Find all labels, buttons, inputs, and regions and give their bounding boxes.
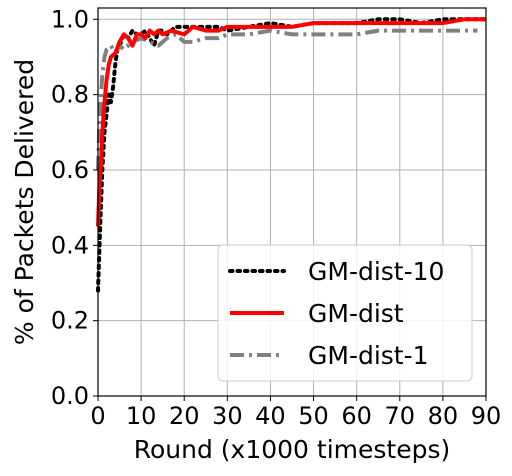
y-tick-label: 0.6 bbox=[51, 156, 89, 184]
legend: GM-dist-10 GM-dist GM-dist-1 bbox=[217, 244, 473, 382]
legend-label: GM-dist-1 bbox=[308, 341, 429, 370]
x-tick-label: 40 bbox=[255, 402, 286, 430]
x-tick-label: 20 bbox=[169, 402, 200, 430]
plot-frame bbox=[97, 7, 487, 397]
y-tick-label: 0.8 bbox=[51, 81, 89, 109]
ticks: 0 10 20 30 40 50 60 70 80 90 0.0 0.2 0.4 0.6 0.8 1.0 bbox=[51, 5, 501, 430]
y-tick-label: 1.0 bbox=[51, 5, 89, 33]
x-tick-label: 80 bbox=[428, 402, 459, 430]
legend-label: GM-dist-10 bbox=[308, 257, 444, 286]
x-tick-label: 90 bbox=[471, 402, 502, 430]
y-tick-label: 0.0 bbox=[51, 382, 89, 410]
y-tick-label: 0.2 bbox=[51, 307, 89, 335]
series-layer bbox=[96, 17, 488, 293]
x-tick-label: 10 bbox=[126, 402, 157, 430]
x-axis-label: Round (x1000 timesteps) bbox=[134, 435, 451, 464]
y-tick-label: 0.4 bbox=[51, 231, 89, 259]
x-tick-label: 60 bbox=[341, 402, 372, 430]
x-tick-label: 30 bbox=[212, 402, 243, 430]
x-tick-label: 0 bbox=[90, 402, 105, 430]
legend-box bbox=[217, 244, 473, 382]
y-axis-label: % of Packets Delivered bbox=[10, 59, 39, 345]
series-line-gm-dist-1 bbox=[96, 28, 478, 171]
x-tick-label: 50 bbox=[298, 402, 329, 430]
x-tick-label: 70 bbox=[385, 402, 416, 430]
legend-label: GM-dist bbox=[308, 299, 404, 328]
series-line-gm-dist bbox=[96, 17, 486, 227]
